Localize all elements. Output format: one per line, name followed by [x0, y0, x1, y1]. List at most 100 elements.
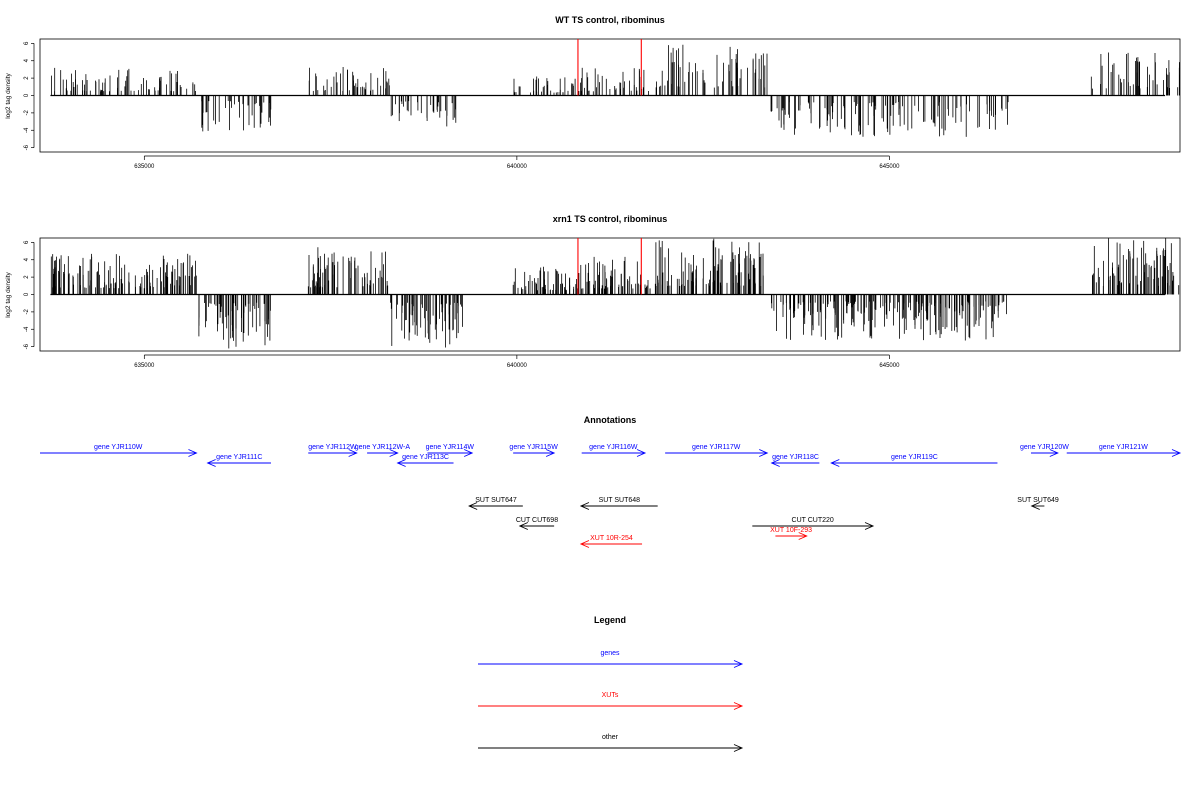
- y-tick-label: 4: [24, 58, 30, 62]
- feature-label: gene YJR114W: [426, 444, 475, 451]
- feature-label: SUT SUT649: [1017, 497, 1059, 504]
- feature-label: SUT SUT648: [599, 497, 641, 504]
- arrow-head: [864, 522, 875, 530]
- x-tick-label: 635000: [134, 164, 155, 170]
- legend-item-gene: genes: [478, 650, 744, 668]
- arrow-head: [733, 660, 744, 668]
- feature-label: gene YJR112W: [308, 444, 357, 451]
- axes-group: -6 -4 -2 0 2 4 6 635000 640000 645000: [24, 41, 900, 170]
- feature-label: gene YJR111C: [216, 454, 262, 461]
- arrow-head: [463, 449, 474, 457]
- x-tick-label: 635000: [134, 363, 155, 369]
- feature-label: gene YJR110W: [94, 444, 143, 451]
- feature-label: gene YJR121W: [1099, 444, 1148, 451]
- arrow-head: [206, 459, 216, 467]
- y-tick-label: -6: [24, 343, 30, 349]
- arrow-head: [396, 459, 406, 467]
- legend-item-xut: XUTs: [478, 692, 744, 710]
- arrow-head: [770, 459, 780, 467]
- arrow-head: [733, 744, 744, 752]
- feature-label: CUT CUT698: [516, 517, 558, 524]
- panel-title: xrn1 TS control, ribominus: [553, 214, 668, 224]
- feature-gene: gene YJR115W: [509, 444, 558, 457]
- y-tick-label: -6: [24, 144, 30, 150]
- legend-label: other: [602, 734, 619, 741]
- axes-group: -6 -4 -2 0 2 4 6 635000 640000 645000: [24, 240, 900, 369]
- feature-label: gene YJR117W: [692, 444, 741, 451]
- feature-xut: XUT 10F-293: [770, 527, 812, 540]
- feature-gene: gene YJR114W: [426, 444, 475, 457]
- x-tick-label: 645000: [879, 164, 900, 170]
- arrow-head: [1049, 449, 1059, 457]
- arrow-head: [759, 449, 769, 457]
- legend-label: XUTs: [602, 692, 619, 699]
- feature-xut: XUT 10R-254: [579, 535, 643, 548]
- legend-label: genes: [600, 650, 620, 657]
- feature-gene: gene YJR119C: [830, 454, 998, 467]
- feature-label: XUT 10R-254: [590, 535, 633, 542]
- annotations-track: Annotations gene YJR110W gene YJR111C gene…: [40, 415, 1182, 548]
- feature-gene: gene YJR112W: [308, 444, 358, 457]
- panel-xrn1: xrn1 TS control, ribominus log2 tag dens…: [5, 214, 1181, 369]
- arrow-head: [468, 502, 478, 510]
- arrow-head: [188, 449, 198, 457]
- y-tick-label: -4: [24, 326, 30, 332]
- feature-label: CUT CUT220: [792, 517, 834, 524]
- feature-other: SUT SUT647: [468, 497, 523, 510]
- arrow-head: [518, 522, 529, 530]
- y-tick-label: 4: [24, 257, 30, 261]
- feature-other: SUT SUT649: [1017, 497, 1059, 510]
- feature-label: gene YJR113C: [402, 454, 449, 461]
- arrow-head: [348, 449, 358, 457]
- feature-gene: gene YJR120W: [1020, 444, 1069, 457]
- feature-label: gene YJR118C: [772, 454, 819, 461]
- y-tick-label: 2: [24, 76, 30, 80]
- feature-label: SUT SUT647: [475, 497, 517, 504]
- x-tick-label: 645000: [879, 363, 900, 369]
- feature-gene: gene YJR118C: [770, 454, 820, 467]
- arrow-head: [830, 459, 840, 467]
- panel-title: WT TS control, ribominus: [555, 15, 665, 25]
- legend-title: Legend: [594, 615, 626, 625]
- y-tick-label: -2: [24, 110, 30, 116]
- bars-group: [50, 39, 1180, 137]
- feature-gene: gene YJR121W: [1066, 444, 1182, 457]
- arrow-head: [579, 540, 590, 548]
- feature-label: gene YJR116W: [589, 444, 638, 451]
- arrow-head: [1171, 449, 1182, 457]
- feature-gene: gene YJR113C: [396, 454, 454, 467]
- annotations-title: Annotations: [584, 415, 637, 425]
- arrow-head: [1030, 502, 1040, 510]
- feature-other: CUT CUT220: [752, 517, 875, 530]
- legend-items: genes XUTs other: [478, 650, 744, 752]
- feature-label: gene YJR115W: [509, 444, 558, 451]
- arrow-head: [798, 532, 808, 540]
- arrow-head: [389, 449, 399, 457]
- feature-label: gene YJR119C: [891, 454, 938, 461]
- y-tick-label: -2: [24, 309, 30, 315]
- y-tick-label: -4: [24, 127, 30, 133]
- y-tick-label: 2: [24, 275, 30, 279]
- arrow-head: [579, 502, 590, 510]
- feature-label: XUT 10F-293: [770, 527, 812, 534]
- feature-gene: gene YJR110W: [40, 444, 198, 457]
- arrow-head: [733, 702, 744, 710]
- feature-other: CUT CUT698: [516, 517, 558, 530]
- y-tick-label: 0: [24, 93, 30, 97]
- arrow-head: [545, 449, 556, 457]
- feature-gene: gene YJR116W: [581, 444, 647, 457]
- feature-gene: gene YJR111C: [206, 454, 271, 467]
- feature-label: gene YJR112W-A: [355, 444, 411, 451]
- x-tick-label: 640000: [507, 164, 528, 170]
- feature-other: SUT SUT648: [579, 497, 658, 510]
- y-tick-label: 6: [24, 41, 30, 45]
- plot-frame: [39, 237, 1181, 352]
- feature-gene: gene YJR117W: [665, 444, 769, 457]
- y-tick-label: 0: [24, 292, 30, 296]
- arrow-head: [636, 449, 647, 457]
- legend: Legend genes XUTs other: [478, 615, 744, 752]
- y-axis-label: log2 tag density: [5, 271, 12, 317]
